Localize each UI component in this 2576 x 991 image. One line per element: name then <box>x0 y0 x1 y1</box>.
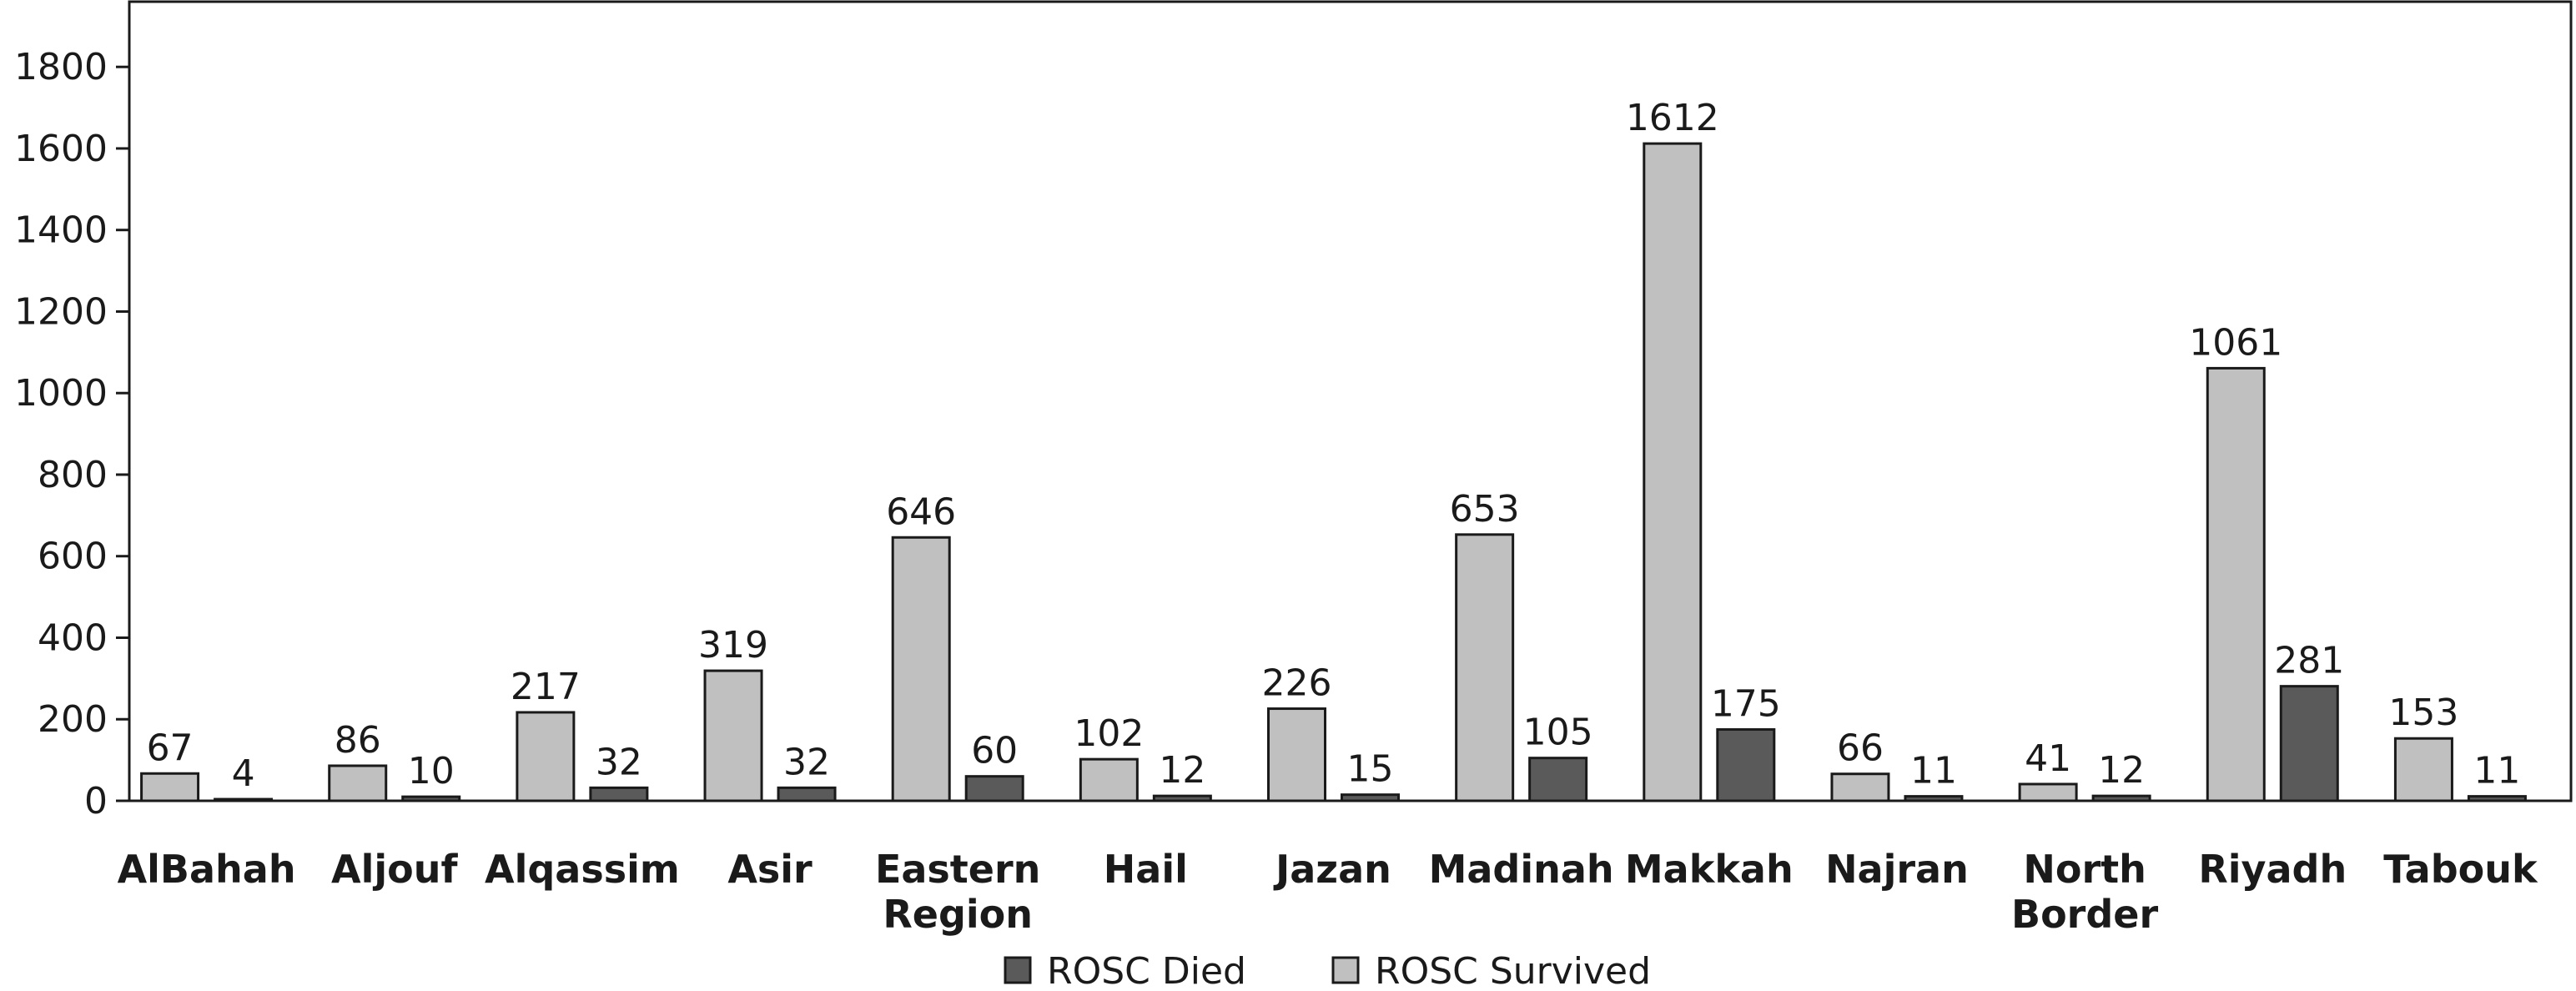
bar-died <box>1152 794 1212 802</box>
category-label: Hail <box>1104 847 1188 892</box>
data-label-died: 105 <box>1523 712 1593 754</box>
plot-frame <box>128 0 2573 802</box>
data-label-survived: 226 <box>1262 662 1332 705</box>
bar-died <box>2091 794 2151 802</box>
data-label-survived: 67 <box>147 727 194 769</box>
bar-died <box>401 795 461 802</box>
bar-died <box>777 786 837 802</box>
data-label-died: 281 <box>2274 640 2344 682</box>
data-label-survived: 319 <box>698 624 768 667</box>
y-tick-label: 1000 <box>14 372 108 415</box>
data-label-survived: 1612 <box>1626 97 1719 139</box>
bar-survived <box>1455 533 1515 802</box>
category-label: Najran <box>1825 847 1969 892</box>
category-label: Riyadh <box>2198 847 2347 892</box>
category-label: Aljouf <box>331 847 458 892</box>
legend-label: ROSC Survived <box>1375 950 1651 991</box>
data-label-died: 60 <box>971 730 1018 772</box>
y-tick-label: 1800 <box>14 46 108 88</box>
y-tick-label: 400 <box>38 616 108 659</box>
data-label-survived: 1061 <box>2189 321 2282 364</box>
data-label-survived: 102 <box>1074 712 1144 755</box>
legend-swatch <box>1004 956 1032 984</box>
bar-survived <box>2018 782 2078 802</box>
data-label-survived: 217 <box>511 666 581 708</box>
bar-died <box>1716 727 1776 802</box>
category-label: Eastern Region <box>875 847 1040 937</box>
category-label: Madinah <box>1429 847 1614 892</box>
bar-died <box>589 786 649 802</box>
category-label: Jazan <box>1273 847 1391 892</box>
data-label-survived: 646 <box>886 490 956 533</box>
bar-survived <box>1643 142 1703 802</box>
category-label: Alqassim <box>485 847 680 892</box>
data-label-died: 175 <box>1711 682 1781 725</box>
data-label-survived: 153 <box>2388 692 2458 734</box>
bar-died <box>2279 685 2339 802</box>
data-label-died: 32 <box>596 741 642 783</box>
data-label-died: 15 <box>1347 748 1394 791</box>
bar-survived <box>2206 366 2266 802</box>
bar-survived <box>328 764 388 802</box>
bar-survived <box>140 772 200 802</box>
category-label: Asir <box>727 847 813 892</box>
data-label-died: 4 <box>232 752 255 795</box>
bar-survived <box>2393 737 2453 802</box>
legend-swatch <box>1331 956 1360 984</box>
data-label-died: 11 <box>1910 750 1957 792</box>
bar-survived <box>1830 772 1890 802</box>
data-label-died: 12 <box>2098 749 2145 792</box>
legend-label: ROSC Died <box>1047 950 1246 991</box>
bar-died <box>214 797 274 802</box>
data-label-survived: 41 <box>2025 737 2071 780</box>
category-label: Tabouk <box>2383 847 2538 892</box>
y-tick-label: 600 <box>38 536 108 578</box>
data-label-died: 12 <box>1159 749 1205 792</box>
data-label-died: 11 <box>2473 750 2520 792</box>
y-tick-label: 800 <box>38 454 108 496</box>
bar-survived <box>891 536 951 802</box>
data-label-survived: 86 <box>335 719 381 762</box>
category-label: AlBahah <box>118 847 296 892</box>
y-tick-label: 1200 <box>14 290 108 333</box>
y-tick-label: 1400 <box>14 209 108 252</box>
data-label-survived: 653 <box>1450 488 1520 531</box>
bar-died <box>1904 795 1964 802</box>
bar-survived <box>703 669 763 802</box>
y-tick-label: 0 <box>84 780 108 822</box>
bar-died <box>964 775 1024 802</box>
category-label: North Border <box>2011 847 2158 937</box>
data-label-died: 10 <box>408 750 455 792</box>
bar-died <box>2467 795 2527 802</box>
data-label-died: 32 <box>783 741 830 783</box>
category-label: Makkah <box>1625 847 1794 892</box>
bar-survived <box>1079 757 1139 802</box>
data-label-survived: 66 <box>1837 727 1884 770</box>
y-tick-label: 200 <box>38 698 108 741</box>
bar-survived <box>516 711 576 802</box>
bar-survived <box>1267 707 1326 802</box>
bar-died <box>1528 757 1588 802</box>
bar-died <box>1341 793 1400 802</box>
y-tick-label: 1600 <box>14 128 108 170</box>
